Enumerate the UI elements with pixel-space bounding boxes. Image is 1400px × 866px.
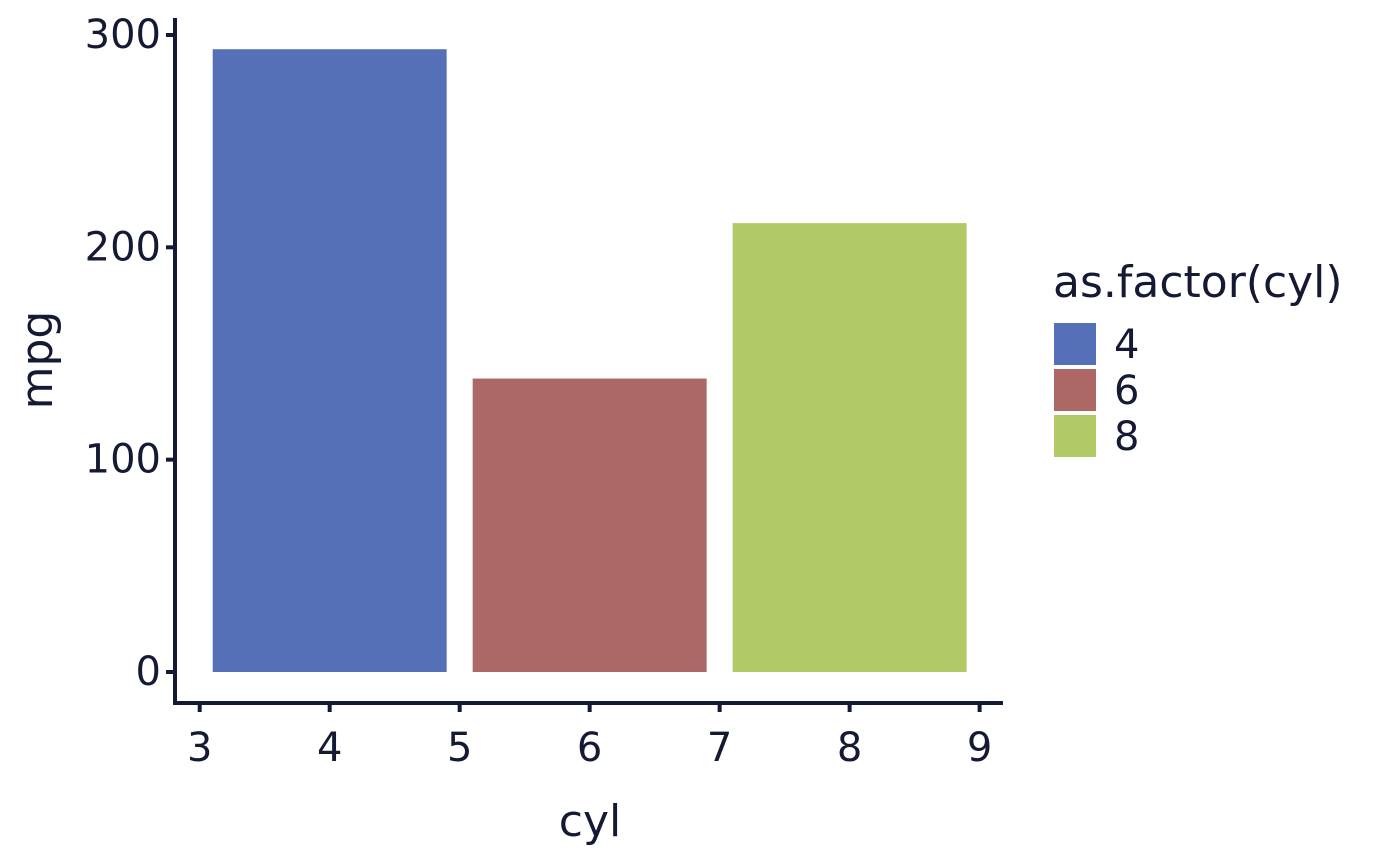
- x-tick-label: 9: [967, 725, 992, 771]
- y-tick-label: 200: [85, 224, 161, 270]
- bar: [212, 49, 447, 672]
- legend-label: 6: [1114, 368, 1139, 414]
- x-tick-label: 6: [577, 725, 602, 771]
- legend-title: as.factor(cyl): [1053, 257, 1343, 308]
- legend-key: [1054, 415, 1096, 457]
- y-tick-label: 100: [85, 437, 161, 483]
- y-axis-title: mpg: [12, 311, 63, 410]
- legend-label: 8: [1114, 414, 1139, 460]
- x-tick-label: 5: [447, 725, 472, 771]
- x-axis-title: cyl: [559, 796, 621, 847]
- x-tick-label: 7: [707, 725, 732, 771]
- bar: [732, 223, 967, 672]
- x-tick-label: 4: [317, 725, 342, 771]
- legend-key: [1054, 369, 1096, 411]
- y-tick-label: 300: [85, 12, 161, 58]
- bar: [472, 378, 707, 672]
- y-tick-label: 0: [136, 649, 161, 695]
- legend-key: [1054, 323, 1096, 365]
- legend-label: 4: [1114, 322, 1139, 368]
- x-tick-label: 3: [187, 725, 212, 771]
- x-tick-label: 8: [837, 725, 862, 771]
